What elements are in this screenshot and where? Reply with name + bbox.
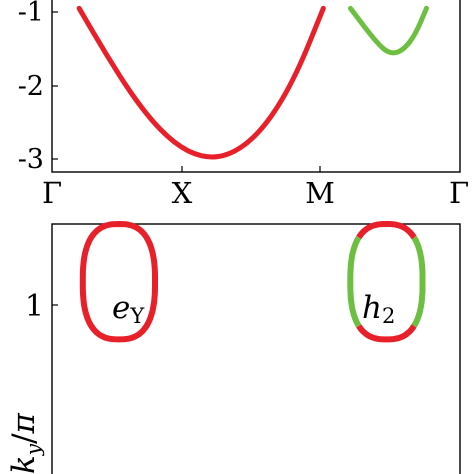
x-tick-label-gamma-start: Γ [42,176,62,210]
fermi-surface-panel: 1 eY h2 ky/π [6,221,461,474]
fermi-pocket-e-Y [79,221,158,343]
y-tick-label-3: -3 [18,144,44,175]
fermi-contour-segment [347,235,362,328]
dispersion-axes-frame [51,0,461,173]
fermi-y-axis-label: ky/π [6,412,45,474]
x-tick-label-M: M [305,176,335,210]
band-line-red [76,5,326,160]
dispersion-panel: -1 -2 -3 Γ X M Γ [18,0,469,210]
pocket-label-h-2: h2 [362,290,395,328]
fermi-contour-segment [356,221,417,240]
y-tick-label-2: -2 [18,71,44,102]
fermi-pocket-h-2 [347,221,426,343]
fermi-contour-segment [356,324,417,343]
y-tick-label-1: -1 [18,0,44,28]
fermi-axes-frame [51,223,461,474]
fermi-contour-segment [79,221,158,343]
pocket-label-e-Y: eY [112,290,145,328]
fermi-contour-segment [411,235,426,328]
band-line-green [347,5,429,56]
fermi-y-tick-label-1: 1 [25,289,44,324]
x-tick-label-gamma-end: Γ [449,176,469,210]
x-tick-label-X: X [172,176,193,210]
